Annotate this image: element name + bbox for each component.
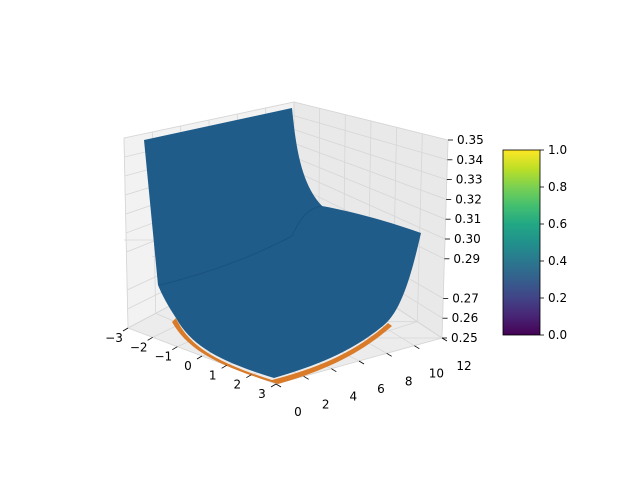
blue-surface [144,108,421,378]
x-tick-mark [246,374,252,379]
y-tick-label: 8 [405,374,413,388]
surface-plot [144,108,421,384]
colorbar-tick-label: 0.0 [548,328,567,342]
colorbar-ticks: 0.0 0.2 0.4 0.6 0.8 1.0 [540,143,567,342]
colorbar-tick-label: 0.4 [548,254,567,268]
x-tick-mark [122,327,129,332]
y-tick-mark [358,360,365,365]
x-tick-mark [196,355,203,360]
z-tick-label: 0.25 [451,331,478,345]
x-tick-mark [221,364,227,369]
x-tick-label: 1 [209,368,217,382]
x-tick-label: 2 [234,378,242,392]
z-tick-label: 0.35 [457,133,484,147]
y-tick-mark [275,383,282,388]
y-tick-mark [331,368,337,373]
x-tick-mark [172,346,178,351]
z-tick-label: 0.33 [456,173,483,187]
y-axis: 0 2 4 6 8 10 12 [275,337,472,419]
y-tick-mark [386,352,392,357]
x-tick-label: −1 [154,350,172,364]
y-tick-mark [414,345,420,350]
x-tick-mark [147,336,153,341]
z-tick-label: 0.34 [456,153,483,167]
y-tick-label: 4 [350,390,358,404]
y-tick-label: 2 [322,397,330,411]
colorbar-gradient [502,149,541,336]
y-tick-mark [303,375,309,380]
x-tick-mark [270,383,277,388]
x-tick-label: 0 [184,359,192,373]
z-axis: 0.25 0.26 0.27 0.29 0.30 0.31 0.32 0.33 0.34 0.35 [442,133,484,345]
z-tick-label: 0.26 [452,311,479,325]
colorbar: 0.0 0.2 0.4 0.6 0.8 1.0 [502,143,567,342]
z-tick-label: 0.30 [454,232,481,246]
z-tick-label: 0.29 [453,252,480,266]
z-tick-label: 0.31 [455,212,482,226]
x-tick-label: −3 [105,331,123,345]
colorbar-tick-label: 1.0 [548,143,567,157]
colorbar-tick-label: 0.8 [548,180,567,194]
x-axis: −3 −2 −1 0 1 2 3 [105,327,277,401]
colorbar-tick-label: 0.6 [548,217,567,231]
x-tick-label: 3 [258,387,266,401]
surface-crease [159,205,323,286]
y-tick-label: 6 [377,382,385,396]
y-tick-mark [441,337,448,342]
x-tick-label: −2 [130,340,148,354]
y-tick-label: 12 [456,359,471,373]
colorbar-tick-label: 0.2 [548,291,567,305]
z-tick-label: 0.27 [452,291,479,305]
y-tick-label: 10 [429,367,444,381]
z-tick-label: 0.32 [455,192,482,206]
y-tick-label: 0 [294,405,302,419]
